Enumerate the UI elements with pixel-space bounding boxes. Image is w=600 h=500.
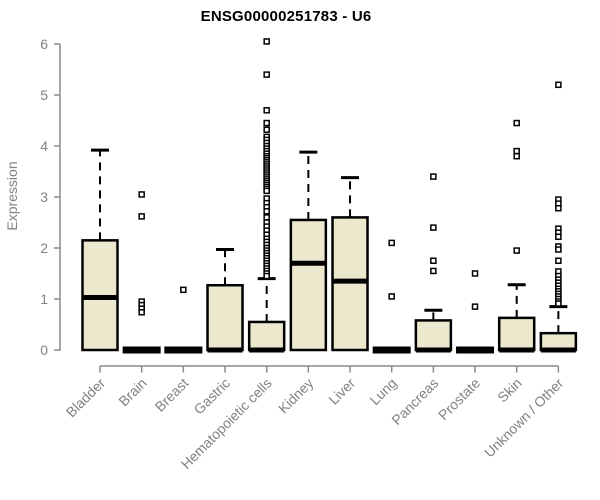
flat-box [372,346,411,354]
outlier-point [263,38,270,45]
outlier-point [430,267,437,275]
outlier-point [471,303,479,310]
y-axis-label: Expression [4,161,20,231]
outlier-point [138,191,145,198]
outlier-point [513,147,520,155]
x-tick-label: Kidney [275,375,317,417]
outlier-point [555,233,562,241]
outlier-point [555,204,562,212]
x-tick-label: Lung [366,375,399,408]
outlier-point [555,257,562,264]
outlier-point [430,257,437,264]
outlier-point [263,126,270,133]
y-tick-label: 3 [40,189,48,205]
x-tick-label: Liver [325,375,358,408]
y-tick-label: 5 [40,87,48,103]
x-tick-label: Breast [152,375,192,415]
outlier-point [263,187,270,195]
flat-box [456,346,495,354]
x-tick-label: Bladder [63,375,109,421]
outlier-point [555,81,562,89]
outlier-point [138,309,145,316]
box [206,283,244,352]
outlier-point [263,119,270,127]
x-tick-label: Skin [494,375,525,406]
y-tick-label: 2 [40,240,48,256]
outlier-point [471,270,479,277]
outlier-point [138,213,145,220]
outlier-point [263,208,270,215]
box [331,216,369,352]
box [414,319,453,352]
outlier-point [430,173,437,180]
outlier-point [555,246,562,253]
y-tick-label: 6 [40,36,48,52]
box [539,331,578,352]
x-tick-label: Prostate [435,375,483,423]
outlier-point [513,247,520,254]
chart-title: ENSG00000251783 - U6 [200,8,372,25]
outlier-point [263,214,270,221]
outlier-point [263,71,270,78]
box [497,316,536,352]
box [247,320,286,352]
outlier-point [513,119,520,127]
outlier-point [180,286,187,294]
outlier-point [513,152,520,160]
outlier-point [263,272,270,280]
outlier-point [388,293,395,300]
outlier-point [555,300,562,307]
flat-box [122,346,161,354]
flat-box [164,346,203,354]
outlier-point [430,224,437,231]
outlier-point [263,107,270,114]
x-tick-label: Unknown / Other [481,375,567,461]
x-tick-label: Brain [115,375,149,409]
y-tick-label: 0 [40,342,48,358]
outlier-point [388,239,395,247]
y-tick-label: 1 [40,291,48,307]
box [289,218,328,352]
y-tick-label: 4 [40,138,48,154]
